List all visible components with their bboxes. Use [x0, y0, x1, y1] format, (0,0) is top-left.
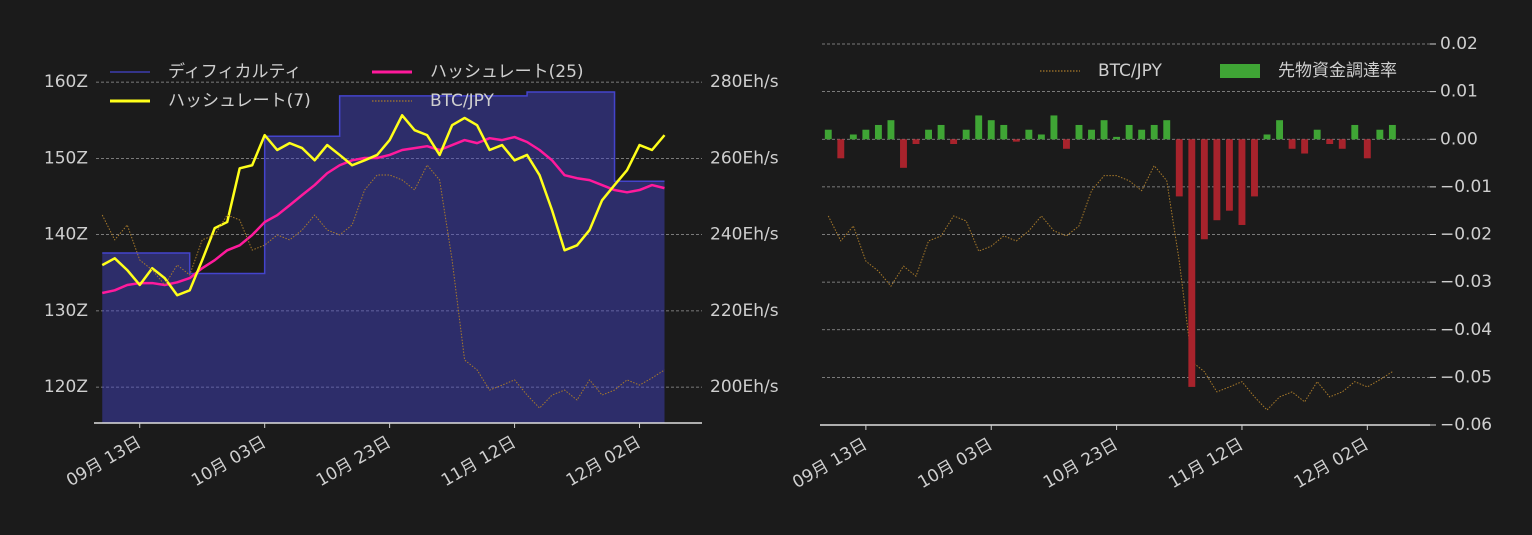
bar [912, 139, 920, 145]
bar [962, 129, 970, 140]
bar [837, 139, 845, 159]
bar [1138, 129, 1146, 140]
bar [862, 129, 870, 140]
y-tick-label: 160Z [44, 72, 88, 92]
y-tick-label: −0.06 [1440, 415, 1492, 435]
bar [1238, 139, 1246, 225]
bar [1288, 139, 1296, 149]
y-tick-label: 140Z [44, 225, 88, 245]
bar [1163, 120, 1171, 140]
bar [1012, 139, 1020, 142]
legend-label: 先物資金調達率 [1278, 61, 1397, 81]
bar [1351, 124, 1359, 140]
difficulty-area [102, 92, 665, 424]
series-line [827, 165, 1393, 411]
bar [1125, 124, 1133, 140]
bar [1113, 136, 1121, 140]
bar [1338, 139, 1346, 149]
bar [1075, 124, 1083, 140]
bar [874, 124, 882, 140]
legend-label: BTC/JPY [430, 91, 495, 111]
y-tick-label: 120Z [44, 377, 88, 397]
series-line [101, 164, 665, 409]
y2-tick-label: 240Eh/s [710, 225, 779, 245]
series-line [101, 114, 666, 297]
bar [1025, 129, 1033, 140]
y-tick-label: −0.04 [1440, 320, 1492, 340]
bar [1050, 115, 1058, 140]
y-tick-label: 0.00 [1440, 129, 1478, 149]
bar [1251, 139, 1258, 197]
bar [887, 120, 895, 140]
legend-swatch [1220, 64, 1260, 78]
y2-tick-label: 200Eh/s [710, 377, 779, 397]
y-tick-label: 130Z [44, 301, 88, 321]
y2-tick-label: 280Eh/s [710, 72, 779, 92]
bar [1301, 139, 1309, 154]
bar [824, 129, 832, 140]
bar [1276, 120, 1284, 140]
bar [1326, 139, 1334, 145]
bar [1188, 139, 1196, 387]
bar [937, 124, 945, 140]
y-tick-label: 0.02 [1440, 34, 1478, 54]
bar [950, 139, 958, 145]
legend-label: BTC/JPY [1098, 61, 1163, 81]
y2-tick-label: 220Eh/s [710, 301, 779, 321]
bar [1225, 139, 1233, 211]
bar [900, 139, 907, 168]
y-tick-label: −0.05 [1440, 367, 1492, 387]
bar [1363, 139, 1371, 159]
bar [975, 115, 983, 140]
legend-label: ハッシュレート(7) [168, 91, 311, 111]
bar [987, 120, 995, 140]
bar [925, 129, 933, 140]
y-tick-label: −0.03 [1440, 272, 1492, 292]
bar [1388, 124, 1396, 140]
bar [1000, 124, 1008, 140]
bar [1037, 134, 1045, 140]
legend-label: ハッシュレート(25) [430, 62, 584, 82]
bar [1150, 124, 1158, 140]
bar [849, 134, 857, 140]
y-tick-label: −0.01 [1440, 177, 1492, 197]
bar [1175, 139, 1183, 197]
bar [1213, 139, 1221, 221]
bar [1063, 139, 1070, 149]
y-tick-label: 150Z [44, 148, 88, 168]
y-tick-label: 0.01 [1440, 82, 1478, 102]
bar [1376, 129, 1384, 140]
y-tick-label: −0.02 [1440, 225, 1492, 245]
bar [1263, 134, 1271, 140]
bar [1100, 120, 1108, 140]
legend-label: ディフィカルティ [168, 61, 301, 82]
y2-tick-label: 260Eh/s [710, 148, 779, 168]
bar [1313, 129, 1321, 140]
bar [1200, 139, 1208, 240]
bar [1088, 129, 1095, 140]
